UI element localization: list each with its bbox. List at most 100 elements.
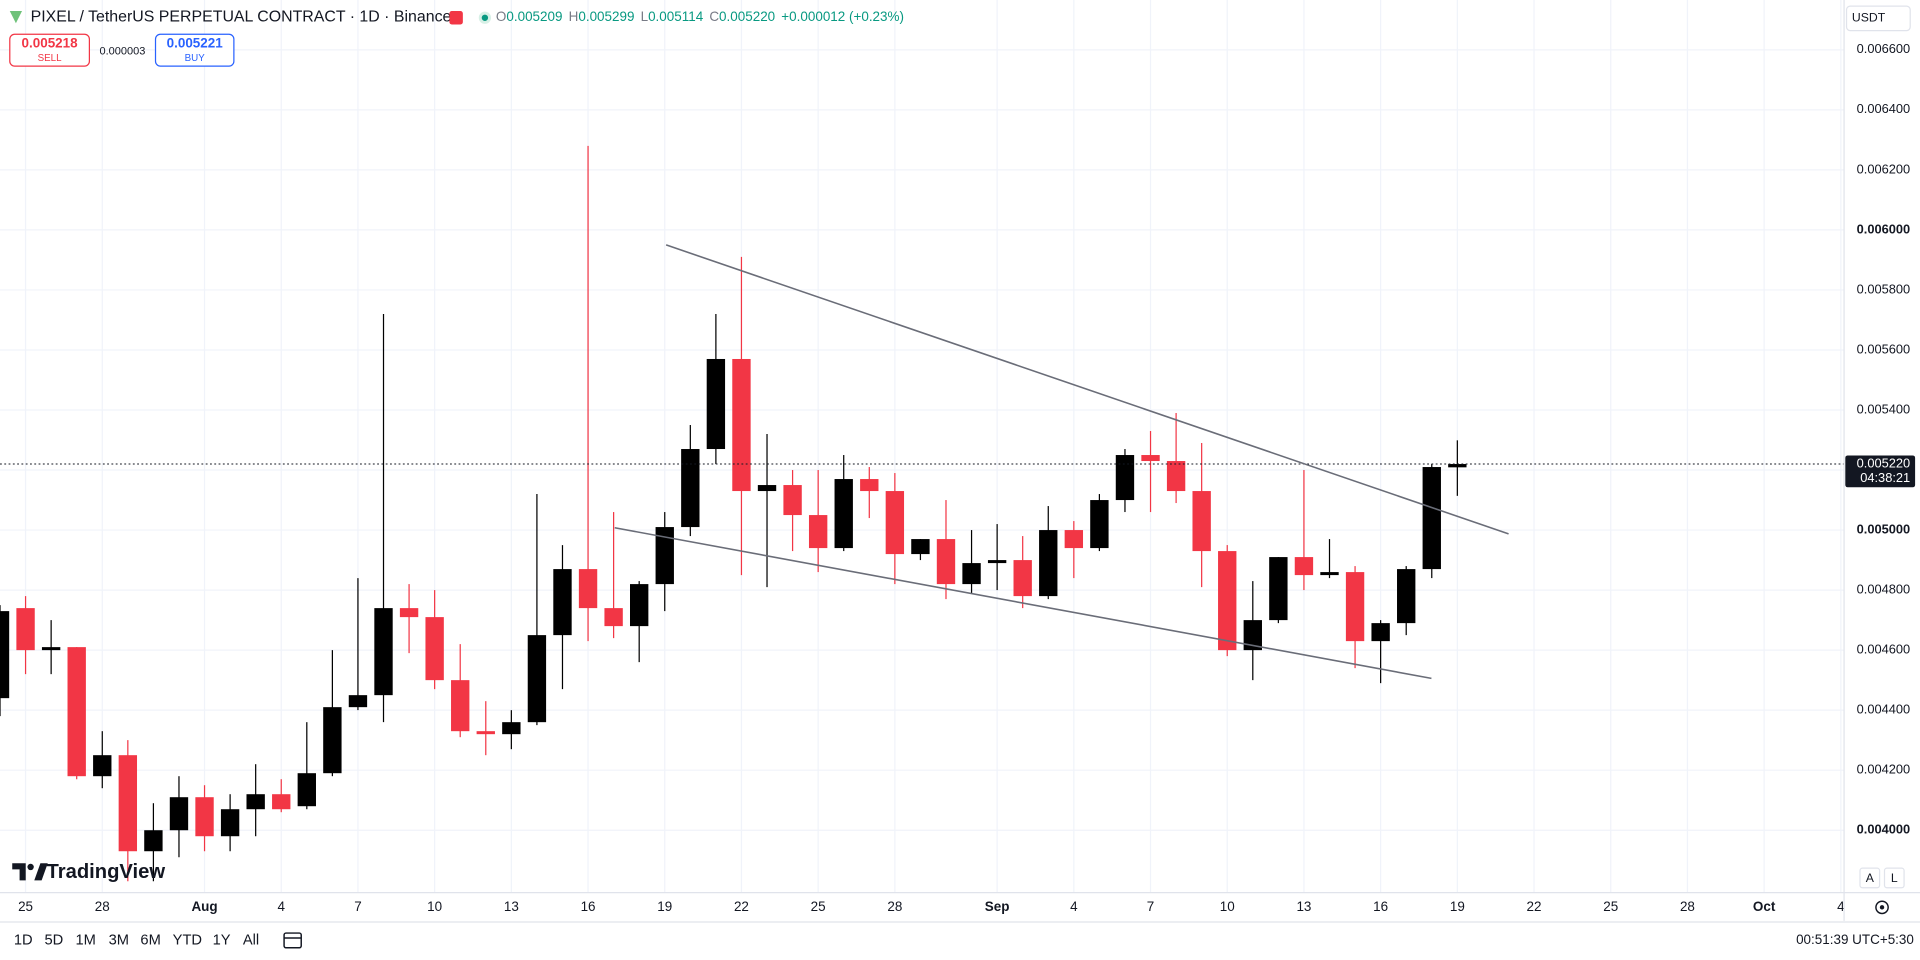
x-tick-label: 10 (1220, 899, 1235, 914)
x-tick-label: 4 (1837, 899, 1845, 914)
x-tick-label: 7 (354, 899, 361, 914)
currency-box[interactable] (1845, 5, 1911, 32)
scale-button[interactable] (1883, 867, 1905, 889)
calendar-icon[interactable] (283, 932, 302, 949)
candle-body (374, 608, 393, 696)
x-tick-label: 7 (1147, 899, 1154, 914)
candle-body (987, 560, 1007, 564)
candle-body (272, 794, 291, 810)
trade-panel: 0.005218 SELL 0.000003 0.005221 BUY (9, 33, 235, 67)
x-tick-label: 22 (1527, 899, 1542, 914)
candle-body (502, 722, 521, 735)
x-tick-label: 4 (1070, 899, 1078, 914)
candle-body (93, 755, 112, 777)
ohlc-label: C (709, 9, 719, 24)
sell-price: 0.005218 (22, 36, 79, 51)
y-tick-label: 0.006600 (1857, 41, 1911, 56)
timeframe-button[interactable]: 3M (109, 932, 129, 948)
trend-line-lower[interactable] (614, 526, 1432, 680)
x-tick-label: Oct (1753, 899, 1776, 914)
trend-line-upper[interactable] (665, 244, 1509, 535)
candle-body (169, 797, 189, 831)
timeframe-button[interactable]: 1M (76, 932, 96, 948)
timeframe-button[interactable]: YTD (173, 932, 202, 948)
candle-body (1397, 569, 1416, 624)
candle-body (1320, 572, 1339, 576)
candle-body (1422, 467, 1441, 570)
calendar-icon[interactable] (283, 932, 302, 949)
brand-logo (34, 863, 48, 881)
candle-body (1269, 557, 1288, 621)
candle-body (1448, 464, 1467, 468)
y-tick-label: 0.005800 (1857, 281, 1911, 296)
scale-button[interactable] (1859, 867, 1881, 889)
ohlc-label: O (496, 9, 506, 24)
sell-button[interactable] (9, 33, 90, 67)
candle-body (527, 635, 547, 723)
candle-body (911, 539, 930, 555)
symbol-icon (9, 11, 23, 24)
buy-label: BUY (185, 53, 206, 64)
ohlc-value: 0.005299 (578, 9, 634, 24)
candle-body (67, 647, 86, 777)
timeframe-button[interactable]: 6M (140, 932, 160, 948)
candle-body (297, 773, 316, 807)
candle-body (323, 707, 342, 774)
sell-label: SELL (38, 53, 62, 64)
timeframe-button[interactable]: All (243, 932, 259, 948)
candle-body (195, 797, 214, 837)
x-tick-label: 16 (1373, 899, 1388, 914)
candle-body (553, 569, 572, 636)
status-dot (481, 14, 489, 21)
flag-icon[interactable] (449, 11, 463, 25)
candle-body (399, 608, 419, 618)
timeframe-button[interactable]: 5D (44, 932, 63, 948)
ohlc-label: L (641, 9, 649, 24)
candle-body (1345, 572, 1365, 642)
candle-body (1013, 560, 1032, 597)
x-tick-label: 22 (734, 899, 749, 914)
candle-body (808, 515, 828, 549)
candle-body (1371, 623, 1390, 642)
last-price-label: 0.005220 (1857, 455, 1911, 470)
y-tick-label: 0.004800 (1857, 581, 1911, 596)
buy-price: 0.005221 (167, 36, 224, 51)
ohlc-value: 0.005209 (506, 9, 562, 24)
ohlc-change: +0.000012 (+0.23%) (781, 9, 904, 24)
candle-body (1115, 455, 1135, 501)
candle-body (1294, 557, 1314, 576)
candle-body (220, 809, 240, 837)
candle-body (144, 830, 163, 852)
candle-body (476, 731, 495, 735)
x-tick-label: 13 (1296, 899, 1311, 914)
x-tick-label: Sep (985, 899, 1010, 914)
candle-body (1039, 530, 1058, 597)
candle-body (706, 358, 726, 450)
candle-body (118, 755, 138, 852)
candle-body (936, 539, 956, 585)
settings-icon[interactable] (1875, 900, 1889, 915)
candle-body (1192, 491, 1211, 552)
x-tick-label: 4 (277, 899, 285, 914)
candle-body (783, 485, 802, 516)
buy-button[interactable] (154, 33, 235, 67)
x-tick-label: 28 (887, 899, 902, 914)
countdown: 04:38:21 (1860, 470, 1910, 485)
candle-body (962, 563, 981, 585)
candle-body (630, 584, 649, 627)
y-tick-label: 0.006000 (1857, 221, 1911, 236)
x-tick-label: Aug (191, 899, 217, 914)
y-tick-label: 0.004200 (1857, 762, 1911, 777)
candle-body (604, 608, 623, 627)
brand: TradingView (12, 861, 165, 883)
symbol-title: PIXEL / TetherUS PERPETUAL CONTRACT · 1D… (31, 8, 452, 25)
spread: 0.000003 (99, 45, 145, 57)
y-tick-label: 0.005400 (1857, 401, 1911, 416)
candle-body (1218, 551, 1237, 651)
timeframe-button[interactable]: 1D (14, 932, 33, 948)
y-tick-label: 0.006200 (1857, 161, 1911, 176)
timeframe-button[interactable]: 1Y (213, 932, 231, 948)
